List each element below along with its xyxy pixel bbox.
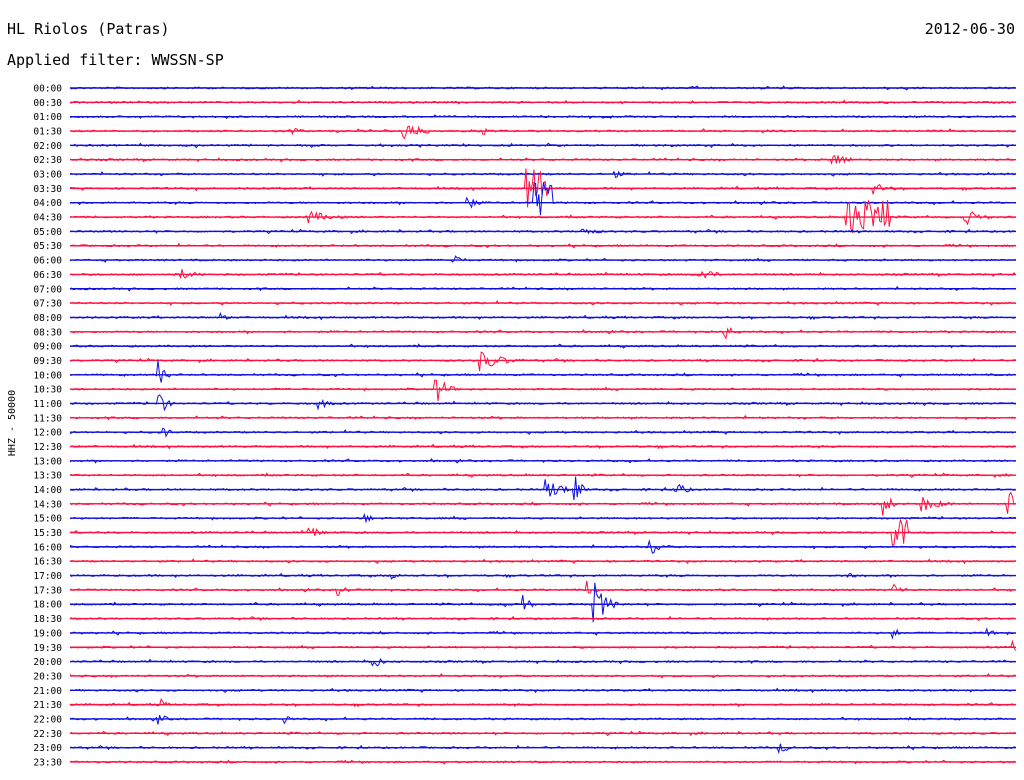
time-tick-label: 19:30 (33, 643, 62, 654)
time-tick-label: 05:00 (33, 227, 62, 238)
trace-line (69, 394, 1016, 412)
trace-line (69, 269, 1016, 280)
trace-line (69, 476, 1016, 501)
trace-line (69, 582, 1016, 623)
trace-line (69, 580, 1016, 596)
trace-line (69, 125, 1016, 140)
time-tick-label: 17:30 (33, 585, 62, 596)
time-tick-label: 08:30 (33, 327, 62, 338)
trace-line (69, 379, 1016, 402)
trace-line (69, 255, 1016, 263)
time-tick-label: 07:30 (33, 299, 62, 310)
trace-line (69, 360, 1016, 383)
time-tick-label: 02:00 (33, 141, 62, 152)
time-tick-label: 23:00 (33, 743, 62, 754)
seismic-traces (69, 85, 1017, 765)
trace-line (69, 715, 1016, 725)
time-tick-label: 14:00 (33, 485, 62, 496)
time-tick-label: 17:00 (33, 571, 62, 582)
time-tick-label: 18:30 (33, 614, 62, 625)
time-tick-label: 13:30 (33, 471, 62, 482)
trace-line (69, 639, 1017, 651)
trace-line (69, 312, 1016, 321)
time-tick-label: 22:30 (33, 729, 62, 740)
trace-line (69, 351, 1016, 372)
time-tick-label: 16:30 (33, 557, 62, 568)
time-tick-label: 10:30 (33, 385, 62, 396)
time-tick-label: 00:00 (33, 84, 62, 95)
time-tick-label: 19:00 (33, 628, 62, 639)
time-tick-label: 04:00 (33, 198, 62, 209)
time-tick-label: 09:30 (33, 356, 62, 367)
time-tick-label: 23:30 (33, 757, 62, 768)
time-tick-label: 16:00 (33, 542, 62, 553)
time-tick-labels: 00:00 00:30 01:00 01:30 02:00 02:30 03:00 03:30… (33, 84, 62, 769)
time-tick-label: 21:00 (33, 686, 62, 697)
time-tick-label: 01:00 (33, 112, 62, 123)
time-tick-label: 12:00 (33, 428, 62, 439)
time-tick-label: 03:30 (33, 184, 62, 195)
time-tick-label: 11:00 (33, 399, 62, 410)
time-tick-label: 22:00 (33, 714, 62, 725)
trace-line (69, 182, 1016, 216)
time-tick-label: 20:00 (33, 657, 62, 668)
time-tick-label: 21:30 (33, 700, 62, 711)
time-tick-label: 18:00 (33, 600, 62, 611)
time-tick-label: 00:30 (33, 98, 62, 109)
trace-line (69, 658, 1016, 667)
time-tick-label: 03:00 (33, 170, 62, 181)
time-tick-label: 01:30 (33, 127, 62, 138)
filter-label: Applied filter: WWSSN-SP (7, 51, 224, 69)
time-tick-label: 09:00 (33, 342, 62, 353)
time-tick-label: 13:00 (33, 456, 62, 467)
time-tick-label: 15:30 (33, 528, 62, 539)
time-tick-label: 12:30 (33, 442, 62, 453)
time-tick-label: 10:00 (33, 370, 62, 381)
date-label: 2012-06-30 (924, 20, 1015, 38)
time-tick-label: 06:00 (33, 256, 62, 267)
time-tick-label: 15:00 (33, 514, 62, 525)
time-tick-label: 20:30 (33, 671, 62, 682)
time-tick-label: 07:00 (33, 284, 62, 295)
time-tick-label: 06:30 (33, 270, 62, 281)
trace-line (69, 327, 1016, 340)
time-tick-label: 14:30 (33, 499, 62, 510)
time-tick-label: 04:30 (33, 213, 62, 224)
time-tick-label: 02:30 (33, 155, 62, 166)
station-title: HL Riolos (Patras) (7, 20, 170, 38)
time-tick-label: 08:00 (33, 313, 62, 324)
time-tick-label: 05:30 (33, 241, 62, 252)
time-tick-label: 11:30 (33, 413, 62, 424)
